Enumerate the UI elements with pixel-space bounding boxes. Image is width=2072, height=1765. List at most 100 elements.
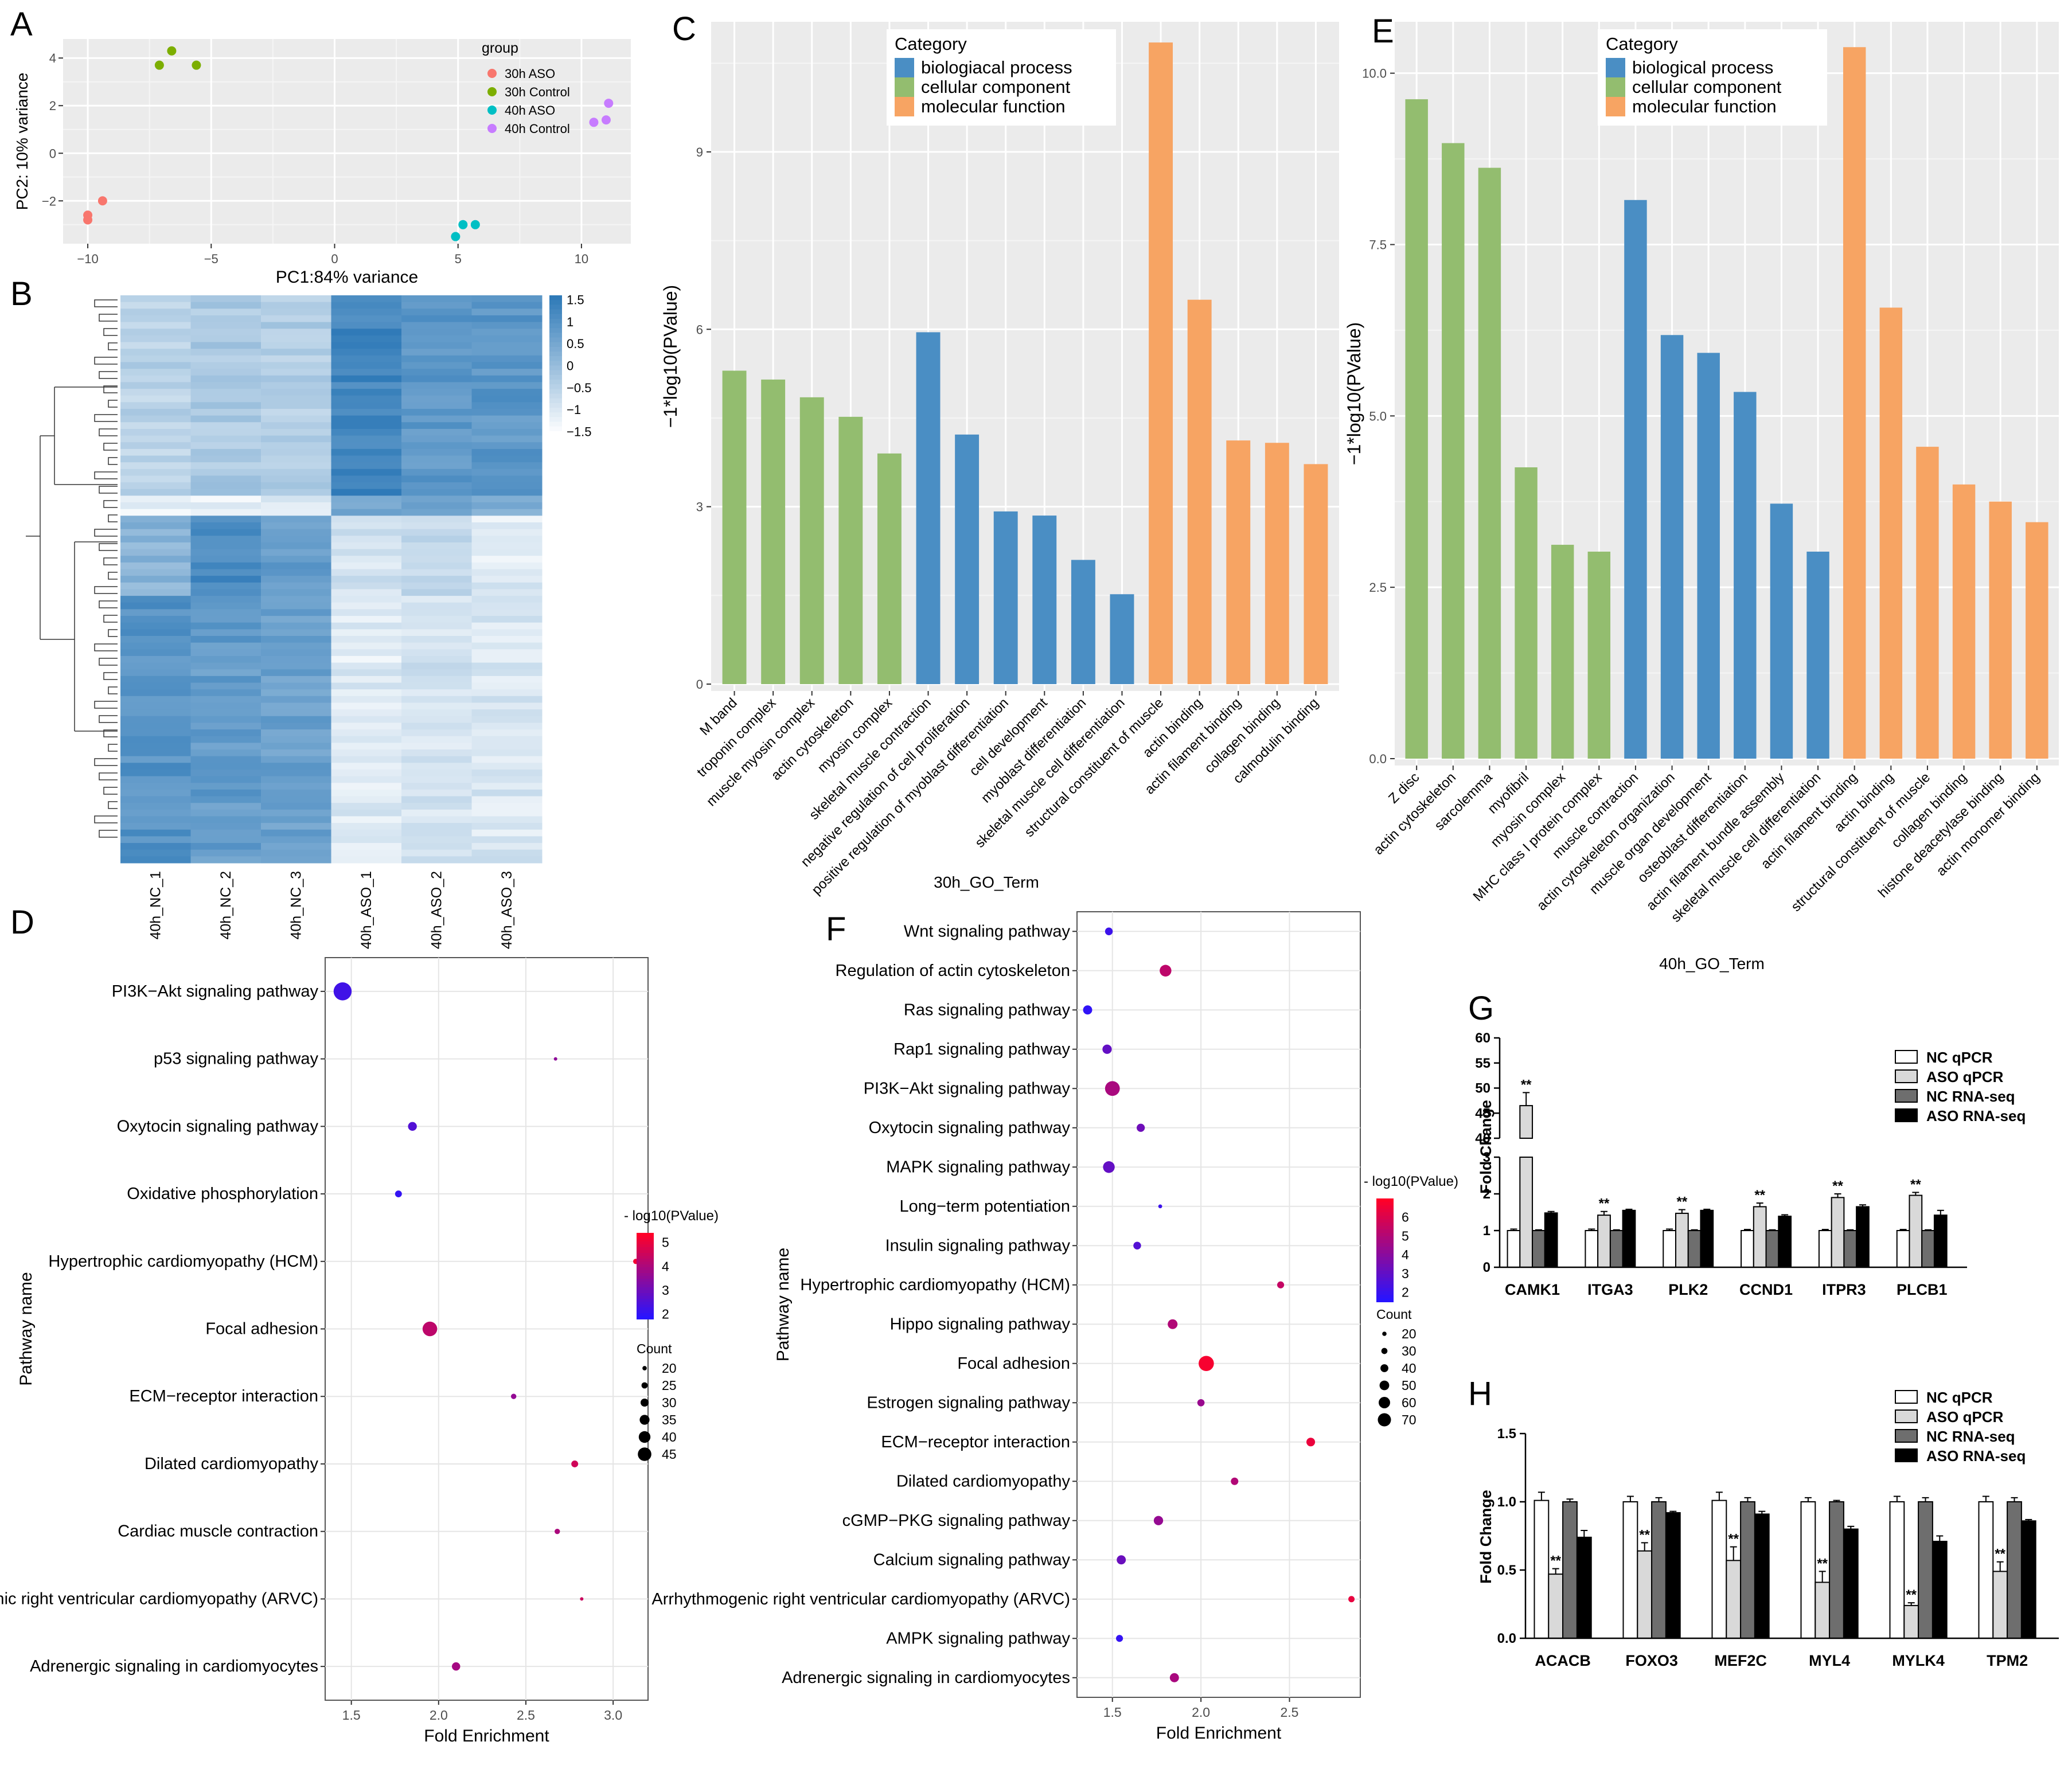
dendrogram-leaf: [108, 400, 118, 408]
dendrogram-leaf: [99, 600, 118, 608]
heatmap-cell: [120, 756, 191, 763]
significance-marker: **: [1521, 1077, 1532, 1092]
pathway-label: Calcium signaling pathway: [873, 1551, 1071, 1569]
y-tick-label: 45: [1475, 1106, 1490, 1121]
heatmap-cell: [120, 816, 191, 823]
heatmap-cell: [120, 696, 191, 703]
colorbar-segment: [549, 342, 562, 347]
colorbar-segment: [549, 370, 562, 376]
heatmap-cell: [261, 569, 331, 576]
heatmap-cell: [401, 495, 472, 503]
heatmap-cell: [120, 602, 191, 610]
bar: [1551, 545, 1574, 759]
heatmap-cell: [190, 522, 262, 530]
heatmap-cell: [331, 536, 402, 543]
heatmap-cell: [261, 723, 331, 730]
heatmap-cell: [190, 829, 262, 837]
heatmap-cell: [471, 349, 543, 356]
size-legend-marker: [1381, 1348, 1388, 1354]
colorbar-segment: [637, 1282, 654, 1285]
significance-marker: **: [1995, 1547, 2005, 1562]
heatmap-cell: [120, 349, 191, 356]
colorbar-segment: [549, 361, 562, 366]
heatmap-cell: [331, 576, 402, 583]
bar: [1519, 1157, 1533, 1268]
y-axis-label: PC2: 10% variance: [13, 73, 31, 210]
heatmap-cell: [190, 322, 262, 329]
heatmap-cell: [120, 829, 191, 837]
bar: [1597, 1215, 1611, 1268]
heatmap-cell: [401, 829, 472, 837]
legend-label: 40h ASO: [505, 103, 555, 118]
colorbar-segment: [549, 295, 562, 301]
heatmap-cell: [120, 609, 191, 616]
category-label: ITGA3: [1587, 1281, 1633, 1298]
y-tick-label: 1: [1483, 1223, 1490, 1239]
heatmap-cell: [331, 462, 402, 470]
heatmap-cell: [120, 576, 191, 583]
legend-swatch: [1606, 97, 1625, 116]
heatmap-cell: [120, 342, 191, 349]
heatmap-cell: [120, 809, 191, 817]
heatmap-cell: [190, 609, 262, 616]
heatmap-cell: [190, 475, 262, 483]
plot-background: [1395, 22, 2059, 766]
heatmap-cell: [471, 402, 543, 409]
data-point: [580, 1597, 584, 1601]
colorbar-segment: [549, 323, 562, 329]
bar: [1226, 440, 1251, 684]
bar: [1831, 1197, 1845, 1268]
heatmap-cell: [190, 769, 262, 777]
heatmap-cell: [471, 415, 543, 423]
heatmap-cell: [261, 495, 331, 503]
bar: [1544, 1212, 1558, 1268]
category-label: MEF2C: [1714, 1652, 1767, 1669]
heatmap-cell: [331, 349, 402, 356]
heatmap-cell: [190, 629, 262, 637]
colorbar-segment: [549, 328, 562, 334]
heatmap-cell: [261, 609, 331, 616]
heatmap-cell: [471, 382, 543, 389]
size-legend-label: 45: [662, 1447, 677, 1462]
heatmap-cell: [120, 736, 191, 743]
heatmap-cell: [331, 662, 402, 670]
data-point: [589, 118, 599, 127]
colorbar-segment: [549, 374, 562, 380]
colorbar-segment: [1376, 1223, 1394, 1227]
heatmap-cell: [331, 355, 402, 362]
heatmap-cell: [401, 428, 472, 436]
heatmap-cell: [331, 509, 402, 516]
heatmap-cell: [261, 322, 331, 329]
significance-marker: **: [1599, 1196, 1610, 1212]
heatmap-cell: [401, 309, 472, 316]
significance-marker: **: [1550, 1553, 1561, 1569]
heatmap-cell: [401, 789, 472, 797]
size-legend-marker: [638, 1447, 651, 1461]
data-point: [452, 1662, 461, 1671]
pathway-label: cGMP−PKG signaling pathway: [842, 1512, 1071, 1530]
bar: [2026, 522, 2048, 759]
heatmap-cell: [190, 529, 262, 536]
y-axis-label: Pathway name: [774, 1248, 793, 1361]
heatmap-cell: [331, 502, 402, 510]
heatmap-cell: [331, 823, 402, 830]
heatmap-cell: [261, 422, 331, 429]
x-axis-label: Fold Enrichment: [1156, 1724, 1282, 1743]
heatmap-cell: [190, 462, 262, 470]
category-label: MYLK4: [1892, 1652, 1945, 1669]
heatmap-cell: [401, 502, 472, 510]
colorbar-segment: [637, 1296, 654, 1299]
colorbar-segment: [637, 1313, 654, 1317]
y-tick-label: 6: [696, 322, 703, 337]
heatmap-cell: [401, 636, 472, 643]
significance-marker: **: [1817, 1556, 1828, 1571]
y-tick-label: 2.5: [1369, 580, 1387, 595]
bar: [877, 453, 902, 684]
heatmap-cell: [331, 309, 402, 316]
bar: [1765, 1230, 1780, 1268]
heatmap-cell: [401, 809, 472, 817]
heatmap-cell: [190, 729, 262, 737]
heatmap-cell: [190, 428, 262, 436]
heatmap-cell: [471, 749, 543, 757]
heatmap-cell: [331, 442, 402, 450]
